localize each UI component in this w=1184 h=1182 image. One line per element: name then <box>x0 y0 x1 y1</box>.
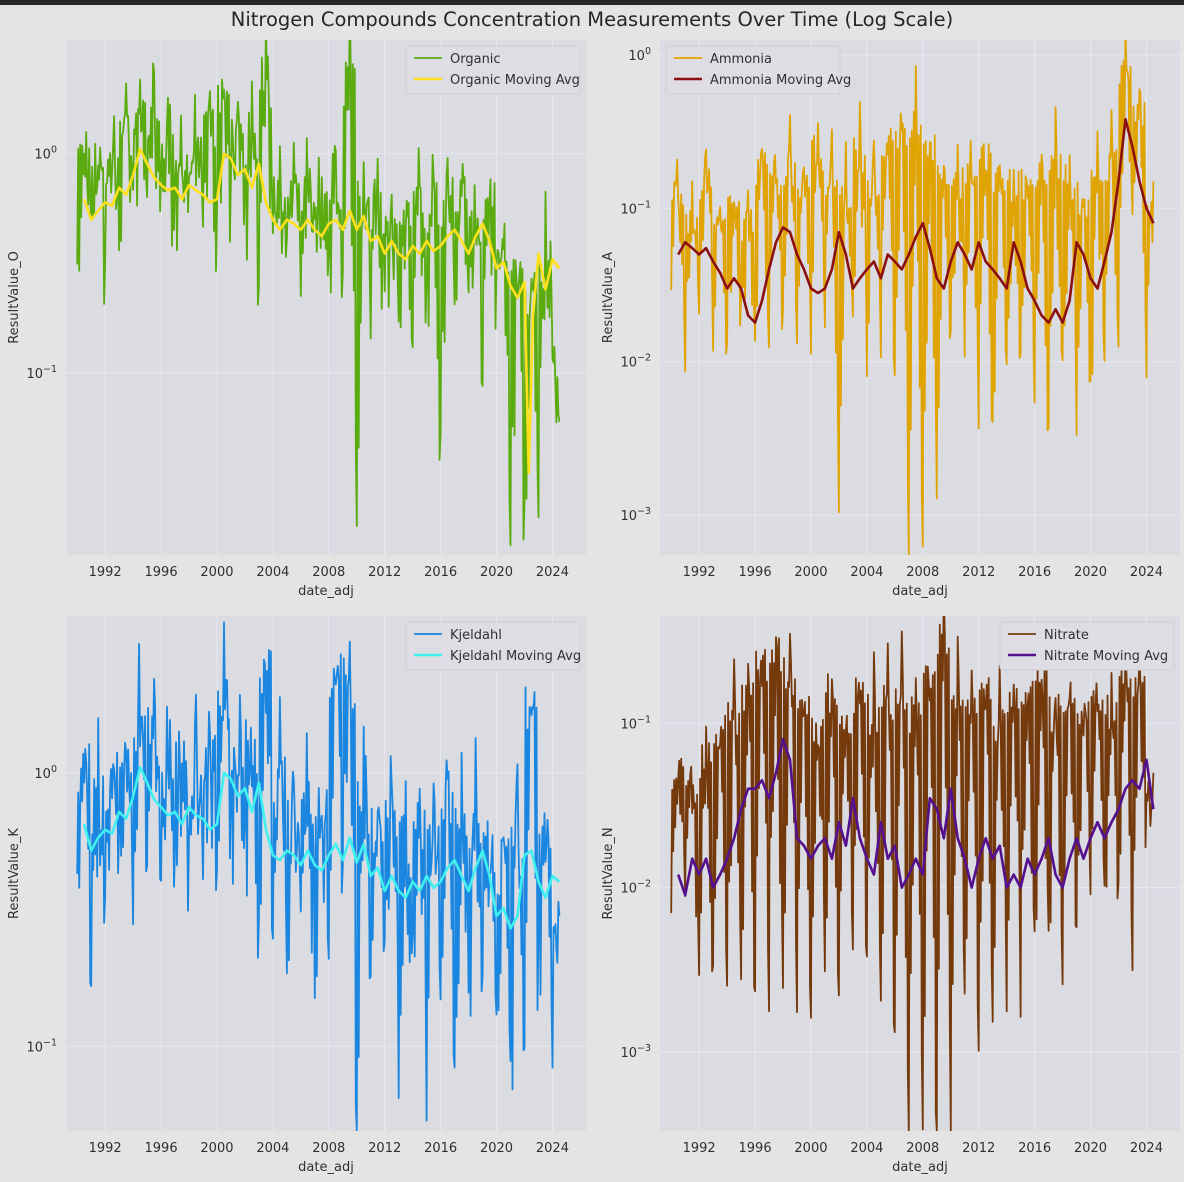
x-tick-label: 2008 <box>312 1141 345 1156</box>
x-tick-label: 2020 <box>480 565 513 580</box>
chart-panel-2: 1992 1996 2000 2004 2008 2012 2016 2020 2024 10−3… <box>601 40 1180 599</box>
x-tick-label: 2016 <box>424 1141 457 1156</box>
x-tick-label: 2004 <box>256 1141 289 1156</box>
y-tick-label: 10−2 <box>620 353 651 371</box>
y-axis-label: ResultValue_N <box>601 827 616 919</box>
x-tick-label: 2016 <box>1018 1141 1051 1156</box>
chart-panel-4: 1992 1996 2000 2004 2008 2012 2016 2020 2024 10−3… <box>601 616 1180 1175</box>
series-line-raw <box>76 621 561 1131</box>
legend-entry: Nitrate Moving Avg <box>1044 649 1168 664</box>
x-tick-label: 2000 <box>200 1141 233 1156</box>
x-tick-label: 2000 <box>794 565 827 580</box>
x-axis-label: date_adj <box>298 584 354 599</box>
legend-box <box>405 45 581 95</box>
window-top-bar <box>0 0 1184 5</box>
legend-entry: Kjeldahl <box>450 628 502 643</box>
series-line-raw <box>76 40 561 547</box>
x-tick-label: 1996 <box>739 565 772 580</box>
series-line-moving-avg <box>676 737 1155 897</box>
x-tick-label: 2008 <box>312 565 345 580</box>
x-tick-label: 1992 <box>683 1141 716 1156</box>
legend-entry: Organic <box>450 52 501 67</box>
x-tick-label: 2016 <box>424 565 457 580</box>
x-tick-label: 1996 <box>145 1141 178 1156</box>
x-tick-label: 2024 <box>1130 1141 1163 1156</box>
y-axis-label: ResultValue_O <box>7 251 22 344</box>
y-tick-label: 100 <box>34 145 57 163</box>
x-tick-label: 2024 <box>536 1141 569 1156</box>
x-tick-label: 2024 <box>536 565 569 580</box>
x-tick-label: 2020 <box>1074 565 1107 580</box>
y-axis-label: ResultValue_A <box>601 252 616 343</box>
y-tick-label: 10−1 <box>620 714 651 732</box>
x-tick-label: 2024 <box>1130 565 1163 580</box>
x-tick-label: 1992 <box>89 565 122 580</box>
legend-entry: Ammonia <box>710 52 772 67</box>
legend-box <box>999 621 1175 671</box>
y-tick-label: 10−3 <box>620 506 651 524</box>
x-tick-label: 2000 <box>794 1141 827 1156</box>
series-line-moving-avg <box>82 147 561 475</box>
x-tick-label: 2012 <box>962 1141 995 1156</box>
legend-entry: Kjeldahl Moving Avg <box>450 649 581 664</box>
x-tick-label: 2004 <box>850 565 883 580</box>
x-tick-label: 1992 <box>89 1141 122 1156</box>
x-tick-label: 1996 <box>145 565 178 580</box>
y-tick-label: 10−1 <box>26 364 57 382</box>
x-tick-label: 1996 <box>739 1141 772 1156</box>
x-tick-label: 2020 <box>480 1141 513 1156</box>
y-tick-label: 100 <box>34 764 57 782</box>
x-tick-label: 2008 <box>906 1141 939 1156</box>
legend: Organic Organic Moving Avg <box>405 45 581 95</box>
x-tick-label: 1992 <box>683 565 716 580</box>
x-tick-label: 2012 <box>368 1141 401 1156</box>
y-tick-label: 10−3 <box>620 1043 651 1061</box>
series-line-moving-avg <box>82 765 561 930</box>
y-tick-label: 100 <box>628 46 651 64</box>
y-axis-label: ResultValue_K <box>7 828 22 919</box>
legend: Kjeldahl Kjeldahl Moving Avg <box>405 621 581 671</box>
legend-entry: Nitrate <box>1044 628 1089 643</box>
x-tick-label: 2004 <box>256 565 289 580</box>
legend-entry: Organic Moving Avg <box>450 73 580 88</box>
legend-box <box>665 45 841 95</box>
series-line-moving-avg <box>677 118 1155 324</box>
figure-title: Nitrogen Compounds Concentration Measure… <box>230 8 954 31</box>
x-tick-label: 2000 <box>200 565 233 580</box>
series-line-raw <box>670 40 1155 555</box>
series-line-raw <box>670 616 1155 1131</box>
legend: Ammonia Ammonia Moving Avg <box>665 45 851 95</box>
x-axis-label: date_adj <box>892 584 948 599</box>
x-axis-label: date_adj <box>892 1160 948 1175</box>
chart-panel-1: 1992 1996 2000 2004 2008 2012 2016 2020 2024 10−1… <box>7 40 586 599</box>
chart-panel-3: 1992 1996 2000 2004 2008 2012 2016 2020 2024 10−1… <box>7 616 586 1175</box>
legend-box <box>405 621 581 671</box>
x-tick-label: 2008 <box>906 565 939 580</box>
x-tick-label: 2012 <box>368 565 401 580</box>
x-tick-label: 2012 <box>962 565 995 580</box>
x-tick-label: 2020 <box>1074 1141 1107 1156</box>
y-tick-label: 10−1 <box>26 1037 57 1055</box>
legend-entry: Ammonia Moving Avg <box>710 73 851 88</box>
y-tick-label: 10−2 <box>620 879 651 897</box>
x-tick-label: 2004 <box>850 1141 883 1156</box>
y-tick-label: 10−1 <box>620 199 651 217</box>
x-axis-label: date_adj <box>298 1160 354 1175</box>
plot-area <box>66 616 586 1131</box>
x-tick-label: 2016 <box>1018 565 1051 580</box>
legend: Nitrate Nitrate Moving Avg <box>999 621 1175 671</box>
